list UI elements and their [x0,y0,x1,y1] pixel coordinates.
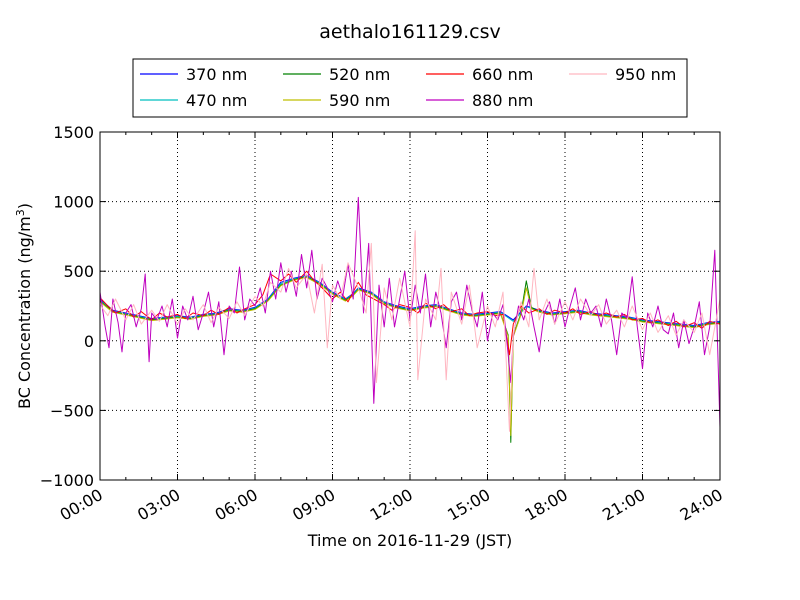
x-tick-label: 09:00 [289,485,338,525]
series-line-880-nm [99,196,721,428]
x-tick-label: 06:00 [212,485,261,525]
legend-label: 520 nm [329,65,390,84]
x-tick-label: 12:00 [367,485,416,525]
x-tick-label: 18:00 [522,485,571,525]
series-line-950-nm [99,230,721,432]
y-axis-label-main: BC Concentration (ng/m [15,216,34,409]
grid [100,132,720,480]
y-tick-label: −500 [50,401,94,420]
y-tick-label: 1000 [53,193,94,212]
y-tick-label: −1000 [40,471,94,490]
y-tick-label: 1500 [53,123,94,142]
plot-area [100,132,720,480]
y-axis-label-sup: 3 [14,209,27,216]
chart-title: aethalo161129.csv [319,21,501,43]
series-lines [99,196,721,443]
legend-label: 660 nm [472,65,533,84]
x-tick-label: 00:00 [57,485,106,525]
legend-label: 470 nm [186,91,247,110]
legend-label: 950 nm [615,65,676,84]
legend-frame [132,58,688,118]
y-axis-label-tail: ) [15,203,34,209]
x-tick-label: 15:00 [444,485,493,525]
y-axis-label: BC Concentration (ng/m3) [14,203,34,409]
y-tick-label: 0 [84,332,94,351]
y-tick-label: 500 [63,262,94,281]
x-tick-label: 24:00 [677,485,726,525]
series-line-660-nm [99,270,721,356]
x-tick-label: 03:00 [134,485,183,525]
x-tick-label: 21:00 [599,485,648,525]
legend-label: 370 nm [186,65,247,84]
legend-label: 880 nm [472,91,533,110]
legend: 370 nm 470 nm 520 nm 590 nm 660 nm 880 nm 950 … [132,58,688,118]
x-axis-label: Time on 2016-11-29 (JST) [307,531,512,550]
legend-label: 590 nm [329,91,390,110]
